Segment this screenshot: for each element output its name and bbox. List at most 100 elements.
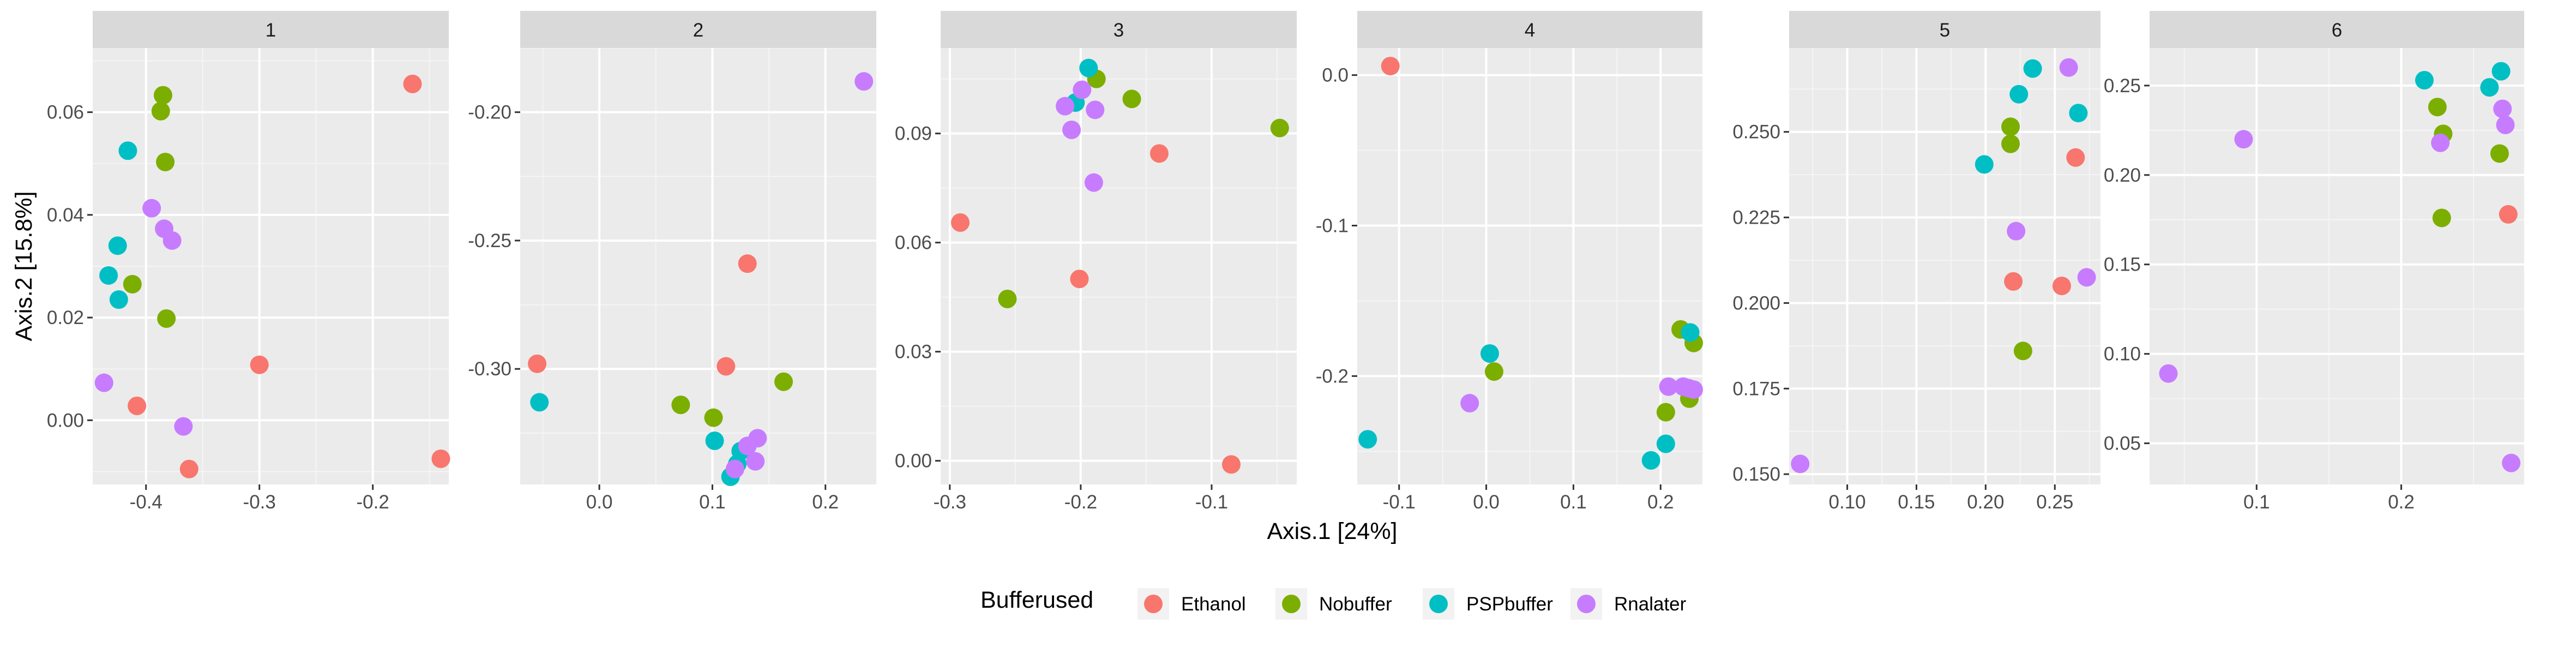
- facet-panel-5: 5 0.10 0.15 0.20 0.25 0.150 0.175 0.200 0.225 0.2…: [1732, 11, 2100, 513]
- point-rnalater: [746, 452, 765, 471]
- legend: Bufferused Ethanol Nobuffer PSPbuffer Rnala…: [980, 587, 1687, 620]
- point-nobuffer: [998, 290, 1017, 308]
- x-axis-title: Axis.1 [24%]: [1267, 518, 1398, 544]
- y-tick-label: 0.175: [1732, 378, 1780, 399]
- point-ethanol: [528, 354, 547, 373]
- facet-panel-3: 3 -0.3 -0.2 -0.1 0.00 0.03 0.06 0.09: [895, 11, 1297, 513]
- facet-strip: [93, 11, 449, 48]
- x-tick-label: -0.3: [243, 492, 276, 513]
- point-rnalater: [2234, 130, 2253, 149]
- point-pspbuffer: [1079, 58, 1098, 77]
- facet-strip-label: 5: [1940, 20, 1950, 41]
- point-pspbuffer: [1975, 155, 1994, 174]
- y-tick-label: 0.04: [47, 205, 84, 226]
- facet-strip-label: 6: [2332, 20, 2342, 41]
- facet-panel-6: 6 0.1 0.2 0.05 0.10 0.15 0.20 0.25: [2104, 11, 2524, 513]
- point-nobuffer: [1270, 118, 1289, 137]
- y-tick-label: -0.25: [468, 230, 511, 251]
- y-tick-label: 0.09: [895, 123, 932, 145]
- point-rnalater: [854, 72, 874, 91]
- point-nobuffer: [2001, 117, 2020, 136]
- point-rnalater: [1062, 121, 1081, 139]
- x-tick-label: -0.3: [934, 492, 966, 513]
- y-tick-label: 0.03: [895, 342, 932, 363]
- point-pspbuffer: [1656, 434, 1675, 453]
- y-tick-label: 0.20: [2104, 165, 2141, 186]
- x-tick-label: 0.0: [586, 492, 613, 513]
- point-nobuffer: [671, 396, 690, 415]
- y-tick-label: -0.2: [1316, 366, 1349, 387]
- point-pspbuffer: [2480, 78, 2499, 97]
- point-rnalater: [142, 199, 161, 218]
- point-rnalater: [1084, 173, 1103, 192]
- point-pspbuffer: [2009, 85, 2029, 104]
- x-tick-label: 0.0: [1473, 492, 1500, 513]
- point-ethanol: [2499, 205, 2518, 224]
- point-pspbuffer: [2491, 62, 2511, 81]
- x-tick-label: -0.1: [1195, 492, 1228, 513]
- point-ethanol: [1070, 269, 1089, 289]
- point-ethanol: [2052, 277, 2071, 296]
- legend-label-nobuffer: Nobuffer: [1319, 594, 1392, 615]
- y-tick-label: 0.05: [2104, 433, 2141, 454]
- point-rnalater: [94, 373, 113, 392]
- point-nobuffer: [1656, 403, 1675, 422]
- y-tick-label: 0.15: [2104, 254, 2141, 275]
- y-tick-label: 0.200: [1732, 292, 1780, 314]
- point-ethanol: [179, 459, 198, 478]
- x-tick-label: -0.2: [357, 492, 389, 513]
- point-nobuffer: [2432, 208, 2451, 227]
- point-rnalater: [1791, 454, 1810, 474]
- point-pspbuffer: [108, 236, 127, 255]
- facet-strip: [1789, 11, 2100, 48]
- x-tick-label: 0.10: [1829, 492, 1866, 513]
- y-tick-label: -0.20: [468, 102, 511, 123]
- y-tick-label: -0.1: [1316, 215, 1349, 237]
- point-ethanol: [403, 74, 422, 93]
- point-pspbuffer: [1358, 430, 1377, 449]
- point-rnalater: [2007, 221, 2026, 241]
- x-tick-label: -0.1: [1383, 492, 1416, 513]
- y-tick-label: 0.10: [2104, 344, 2141, 365]
- y-tick-label: 0.06: [895, 232, 932, 254]
- facet-strip-label: 2: [693, 20, 703, 41]
- point-ethanol: [1149, 144, 1169, 163]
- point-rnalater: [1073, 80, 1092, 99]
- x-tick-label: 0.2: [812, 492, 839, 513]
- legend-label-ethanol: Ethanol: [1181, 594, 1246, 615]
- x-tick-label: 0.1: [699, 492, 726, 513]
- point-pspbuffer: [109, 290, 128, 309]
- y-tick-label: 0.225: [1732, 207, 1780, 229]
- point-pspbuffer: [99, 266, 118, 285]
- y-tick-label: 0.150: [1732, 464, 1780, 485]
- x-tick-label: 0.2: [1647, 492, 1674, 513]
- point-pspbuffer: [118, 141, 137, 160]
- point-ethanol: [717, 357, 736, 376]
- panel-background: [1789, 48, 2100, 484]
- point-rnalater: [2159, 364, 2178, 383]
- legend-key-ethanol: [1144, 595, 1163, 613]
- point-pspbuffer: [1681, 323, 1700, 342]
- x-tick-label: -0.4: [130, 492, 162, 513]
- y-tick-label: 0.25: [2104, 75, 2141, 97]
- point-rnalater: [1684, 380, 1704, 399]
- point-rnalater: [1086, 100, 1105, 119]
- point-nobuffer: [151, 101, 170, 121]
- y-tick-label: 0.00: [47, 410, 84, 431]
- point-rnalater: [2493, 99, 2512, 118]
- y-tick-label: 0.06: [47, 102, 84, 123]
- point-rnalater: [1659, 377, 1678, 396]
- facet-strip-label: 1: [266, 20, 276, 41]
- point-nobuffer: [2001, 134, 2020, 153]
- panel-background: [2150, 48, 2524, 484]
- point-nobuffer: [774, 372, 793, 391]
- facet-panel-4: 4 -0.1 0.0 0.1 0.2 -0.2 -0.1 0.0: [1316, 11, 1704, 513]
- x-tick-label: 0.15: [1898, 492, 1935, 513]
- facet-strip: [520, 11, 876, 48]
- point-nobuffer: [156, 152, 175, 171]
- point-nobuffer: [157, 309, 176, 328]
- facet-strip-label: 4: [1525, 20, 1535, 41]
- facet-strip: [2150, 11, 2524, 48]
